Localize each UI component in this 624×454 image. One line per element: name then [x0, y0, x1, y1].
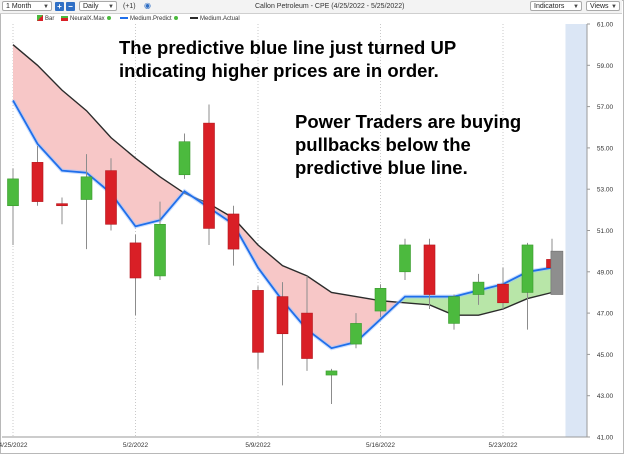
chart-title: Callon Petroleum - CPE (4/25/2022 - 5/25… [255, 3, 405, 10]
x-tick-label: 5/16/2022 [366, 442, 395, 449]
candle-up [374, 288, 387, 312]
x-tick-label: 5/2/2022 [123, 442, 149, 449]
y-tick-label: 47.00 [597, 311, 614, 318]
bearish-fill [13, 44, 184, 227]
candle-up [350, 323, 362, 345]
offset-label: (+1) [123, 3, 136, 10]
candle-up [521, 244, 534, 293]
annotation-middle-line-3: predictive blue line. [295, 157, 468, 178]
candle-down [276, 296, 289, 335]
y-tick-label: 57.00 [597, 104, 614, 111]
candle-up [472, 281, 485, 295]
legend-bar-label: Bar [45, 16, 55, 22]
medium-actual-line [12, 44, 553, 316]
legend: Bar NeuralX.Max Medium.Predict Medium.Ac… [0, 14, 300, 24]
x-tick-label: 5/9/2022 [245, 442, 271, 449]
legend-actual[interactable]: Medium.Actual [190, 15, 240, 23]
candle-up [154, 224, 166, 277]
candle-up [399, 244, 411, 273]
candle-down [497, 283, 509, 304]
y-tick-label: 61.00 [597, 22, 614, 29]
zoom-in-button[interactable]: + [55, 2, 64, 11]
interval-value: Daily [83, 3, 99, 10]
zoom-out-button[interactable]: − [66, 2, 75, 11]
y-tick-label: 55.00 [597, 145, 614, 152]
plus-icon: + [57, 2, 62, 11]
views-select[interactable]: Views ▼ [586, 1, 620, 11]
legend-neural[interactable]: NeuralX.Max [61, 15, 111, 23]
indicators-select[interactable]: Indicators ▼ [530, 1, 582, 11]
candle-down [129, 242, 142, 279]
candle-down [301, 312, 313, 359]
period-select[interactable]: 1 Month ▼ [2, 1, 52, 11]
legend-bar[interactable]: Bar [37, 15, 54, 23]
annotation-top-line-2: indicating higher prices are in order. [119, 60, 439, 81]
y-tick-label: 43.00 [597, 393, 614, 400]
legend-actual-label: Medium.Actual [200, 16, 240, 22]
toolbar: 1 Month ▼ + − Daily ▼ (+1) ◉ Callon Petr… [0, 0, 622, 14]
y-tick-label: 51.00 [597, 228, 614, 235]
candle-up [178, 141, 191, 176]
candle-down [252, 290, 264, 353]
neural-swatch-icon [61, 15, 68, 21]
interval-select[interactable]: Daily ▼ [79, 1, 117, 11]
predict-line-icon [120, 17, 128, 20]
bearish-fill [192, 196, 399, 349]
y-tick-label: 59.00 [597, 63, 614, 70]
y-tick-label: 45.00 [597, 352, 614, 359]
bar-swatch-icon [37, 15, 43, 22]
chevron-down-icon: ▼ [108, 4, 114, 10]
candle-down [105, 170, 117, 225]
candle-up [7, 178, 19, 207]
actual-line-icon [190, 17, 198, 20]
views-label: Views [590, 3, 609, 10]
y-tick-label: 53.00 [597, 187, 614, 194]
chevron-down-icon: ▼ [43, 4, 49, 10]
candle-up [448, 296, 460, 324]
candle-down [203, 122, 215, 229]
x-tick-label: 4/25/2022 [0, 442, 28, 449]
annotation-top: The predictive blue line just turned UP … [119, 36, 456, 82]
annotation-middle: Power Traders are buying pullbacks below… [295, 110, 521, 179]
status-dot-icon [106, 16, 111, 21]
candle-down [423, 244, 436, 295]
y-tick-label: 49.00 [597, 269, 614, 276]
candle-down [56, 203, 68, 207]
annotation-top-line-1: The predictive blue line just turned UP [119, 37, 457, 58]
y-tick-label: 41.00 [597, 435, 614, 442]
candle-up [325, 370, 338, 376]
legend-predict-label: Medium.Predict [130, 16, 172, 22]
annotation-middle-line-2: pullbacks below the [295, 134, 471, 155]
chevron-down-icon: ▼ [611, 4, 617, 10]
legend-predict[interactable]: Medium.Predict [120, 15, 178, 23]
annotation-middle-line-1: Power Traders are buying [295, 111, 522, 132]
candle-down [31, 162, 44, 202]
forecast-band [565, 24, 587, 437]
minus-icon: − [68, 2, 73, 11]
forecast-bar [550, 250, 564, 295]
candle-up [80, 176, 93, 200]
period-value: 1 Month [6, 3, 32, 10]
indicators-label: Indicators [534, 3, 565, 10]
status-dot-icon [173, 16, 178, 21]
chevron-down-icon: ▼ [573, 4, 579, 10]
x-tick-label: 5/23/2022 [489, 442, 518, 449]
circle-arrow-icon[interactable]: ◉ [144, 1, 151, 10]
candle-down [227, 213, 240, 250]
legend-neural-label: NeuralX.Max [70, 16, 105, 22]
